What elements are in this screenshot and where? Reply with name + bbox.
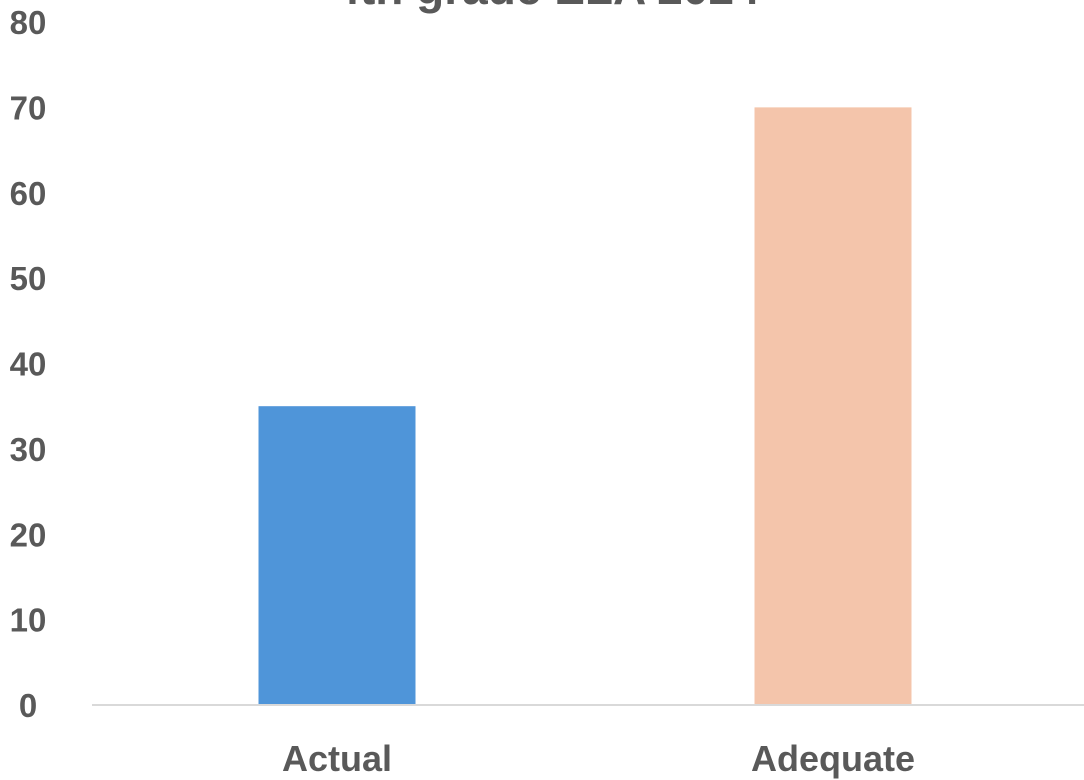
- bar-actual: [258, 406, 416, 705]
- x-category-label: Adequate: [751, 738, 915, 779]
- y-tick-label: 60: [10, 175, 47, 212]
- bar-adequate: [754, 107, 912, 705]
- chart-title: 4th grade ELA 2024: [334, 0, 760, 14]
- y-tick-label: 0: [19, 687, 37, 724]
- y-axis-ticks: 0 10 20 30 40 50 60 70 80: [10, 4, 47, 724]
- y-tick-label: 40: [10, 346, 47, 383]
- x-category-label: Actual: [282, 738, 392, 779]
- y-tick-label: 70: [10, 89, 47, 126]
- bars: [258, 107, 912, 705]
- y-tick-label: 50: [10, 260, 47, 297]
- y-tick-label: 80: [10, 4, 47, 41]
- y-tick-label: 20: [10, 516, 47, 553]
- y-tick-label: 30: [10, 431, 47, 468]
- y-tick-label: 10: [10, 602, 47, 639]
- x-axis-labels: Actual Adequate: [282, 738, 915, 779]
